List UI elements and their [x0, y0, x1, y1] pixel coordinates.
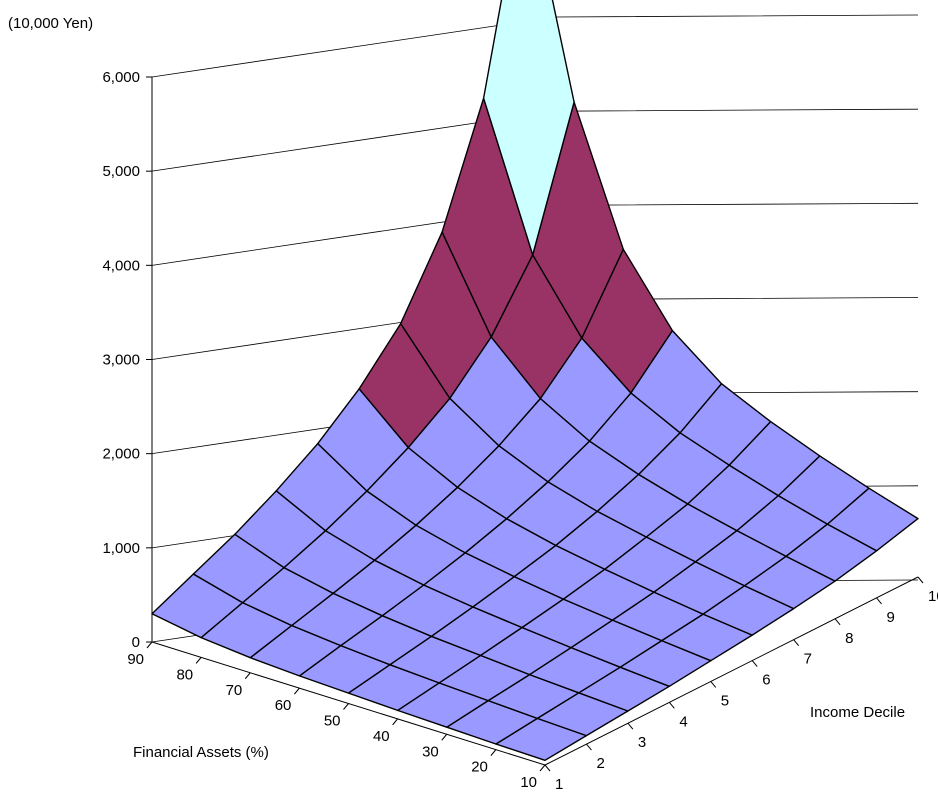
- x-tick-mark: [539, 764, 546, 772]
- y-tick-mark: [544, 764, 551, 772]
- x-axis-ticks: 10 20 30 40 50 60 70 80 90: [127, 641, 546, 791]
- y-tick-mark: [793, 639, 800, 646]
- y-tick-label: 1: [555, 776, 563, 793]
- z-tick-label: 1,000: [102, 540, 140, 557]
- x-tick-mark: [195, 657, 202, 664]
- x-tick-label: 20: [471, 759, 488, 776]
- x-tick-label: 90: [127, 651, 144, 668]
- x-tick-label: 30: [422, 743, 439, 760]
- x-tick-mark: [441, 733, 448, 741]
- x-axis-title: Financial Assets (%): [133, 744, 269, 761]
- y-tick-label: 2: [596, 755, 604, 772]
- z-tick-label: 5,000: [102, 163, 140, 180]
- y-axis-title: Income Decile: [810, 704, 905, 721]
- x-tick-label: 50: [324, 713, 341, 730]
- y-tick-mark: [668, 702, 675, 709]
- surface-mesh: [151, 0, 919, 761]
- x-tick-mark: [293, 687, 300, 695]
- y-tick-mark: [876, 597, 882, 605]
- y-tick-label: 4: [679, 713, 687, 730]
- z-axis-unit-label: (10,000 Yen): [8, 15, 93, 32]
- x-tick-label: 10: [520, 774, 537, 791]
- z-tick-label: 0: [132, 634, 140, 651]
- y-tick-mark: [586, 743, 592, 751]
- x-tick-mark: [490, 749, 497, 756]
- y-tick-label: 8: [845, 630, 853, 647]
- x-tick-label: 70: [226, 682, 243, 699]
- z-tick-label: 3,000: [102, 352, 140, 369]
- x-tick-label: 40: [373, 728, 390, 745]
- y-tick-label: 5: [721, 692, 729, 709]
- y-tick-label: 3: [638, 734, 646, 751]
- x-tick-mark: [343, 703, 349, 710]
- x-tick-mark: [392, 718, 399, 726]
- y-tick-mark: [834, 618, 841, 626]
- y-tick-label: 7: [804, 651, 812, 668]
- y-tick-mark: [710, 681, 717, 688]
- y-tick-label: 10: [928, 588, 938, 605]
- y-tick-mark: [627, 722, 634, 730]
- y-tick-label: 6: [762, 672, 770, 689]
- y-axis-ticks: 1 2 3 4 5 6 7 8 9 10: [544, 576, 938, 793]
- y-tick-mark: [751, 660, 758, 667]
- x-tick-mark: [146, 641, 153, 649]
- x-tick-label: 80: [176, 666, 193, 683]
- z-tick-label: 2,000: [102, 446, 140, 463]
- x-tick-mark: [244, 672, 251, 680]
- z-axis-ticks: 0 1,000 2,000 3,000 4,000 5,000 6,000: [102, 69, 152, 651]
- x-tick-label: 60: [275, 697, 292, 714]
- z-tick-label: 6,000: [102, 69, 140, 86]
- y-tick-label: 9: [887, 609, 895, 626]
- z-tick-label: 4,000: [102, 257, 140, 274]
- y-axis-line: [544, 576, 919, 766]
- y-tick-mark: [917, 576, 924, 584]
- surface-cell: [482, 0, 575, 256]
